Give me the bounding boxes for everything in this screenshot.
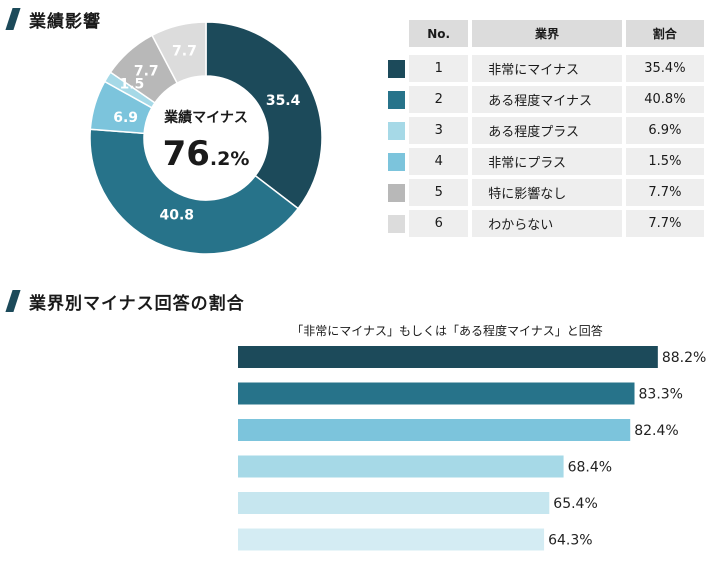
legend-swatch (388, 121, 406, 140)
donut-slice-label: 1.5 (119, 76, 144, 92)
bar (238, 455, 564, 478)
bar-value-label: 82.4% (634, 423, 678, 439)
legend-swatch (388, 183, 406, 202)
donut-center-label: 業績マイナス (163, 109, 248, 126)
table-header: No. 業界 割合 (384, 20, 704, 47)
donut-center-value-dec: .2% (210, 148, 249, 170)
row-name: ある程度プラス (472, 117, 622, 144)
bar (238, 419, 631, 441)
row-no: 3 (409, 117, 469, 144)
donut-center-value-int: 76 (163, 134, 210, 174)
table-row: 3 ある程度プラス 6.9% (384, 115, 705, 146)
table-row: 2 ある程度マイナス 40.8% (384, 84, 705, 115)
header-ratio: 割合 (625, 20, 704, 47)
row-name: わからない (472, 210, 622, 237)
bar (238, 492, 550, 514)
legend-swatch (388, 59, 406, 78)
row-name: ある程度マイナス (472, 86, 622, 113)
section-title-business-impact: 業績影響 (0, 6, 101, 32)
header-industry: 業界 (472, 20, 622, 47)
table-row: 6 わからない 7.7% (384, 208, 705, 239)
table-row: 5 特に影響なし 7.7% (384, 177, 705, 208)
section-title-text: 業績影響 (29, 11, 101, 32)
row-no: 6 (409, 210, 469, 237)
table-row: 1 非常にマイナス 35.4% (384, 53, 705, 84)
row-pct: 6.9% (625, 117, 705, 144)
donut-chart: 35.440.86.91.57.77.7 業績マイナス 76.2% (89, 21, 323, 255)
donut-hole (144, 76, 268, 200)
legend-swatch (388, 90, 406, 109)
row-no: 5 (409, 179, 469, 206)
section-title-industry-negative: 業界別マイナス回答の割合 (0, 288, 245, 314)
legend-swatch (388, 152, 406, 171)
donut-center-value: 76.2% (163, 134, 250, 174)
legend-table: No. 業界 割合 1 非常にマイナス 35.4% 2 ある程度マイナス 40.… (384, 20, 705, 239)
row-name: 非常にマイナス (472, 55, 622, 82)
bar-value-label: 64.3% (548, 533, 592, 549)
bar (238, 382, 635, 405)
bar-value-label: 88.2% (662, 350, 706, 366)
bar (238, 346, 658, 368)
bar-value-label: 65.4% (553, 496, 597, 512)
row-no: 1 (409, 55, 469, 82)
row-no: 2 (409, 86, 469, 113)
row-pct: 35.4% (625, 55, 705, 82)
donut-slice-label: 35.4 (266, 93, 301, 109)
row-pct: 1.5% (625, 148, 705, 175)
bar-value-label: 68.4% (568, 460, 612, 476)
row-pct: 7.7% (625, 210, 705, 237)
header-no: No. (409, 20, 469, 47)
row-no: 4 (409, 148, 469, 175)
row-name: 非常にプラス (472, 148, 622, 175)
row-name: 特に影響なし (472, 179, 622, 206)
row-pct: 40.8% (625, 86, 705, 113)
bar (238, 528, 545, 551)
bar-chart-caption: 「非常にマイナス」もしくは「ある程度マイナス」と回答 (291, 324, 603, 338)
section-title-text: 業界別マイナス回答の割合 (29, 293, 245, 314)
donut-slice-label: 6.9 (113, 110, 138, 126)
bar-value-label: 83.3% (639, 387, 683, 403)
donut-slice-label: 40.8 (160, 208, 195, 224)
table-row: 4 非常にプラス 1.5% (384, 146, 705, 177)
donut-slice-label: 7.7 (134, 64, 159, 80)
row-pct: 7.7% (625, 179, 705, 206)
donut-slice-label: 7.7 (172, 44, 197, 60)
legend-swatch (388, 214, 406, 233)
